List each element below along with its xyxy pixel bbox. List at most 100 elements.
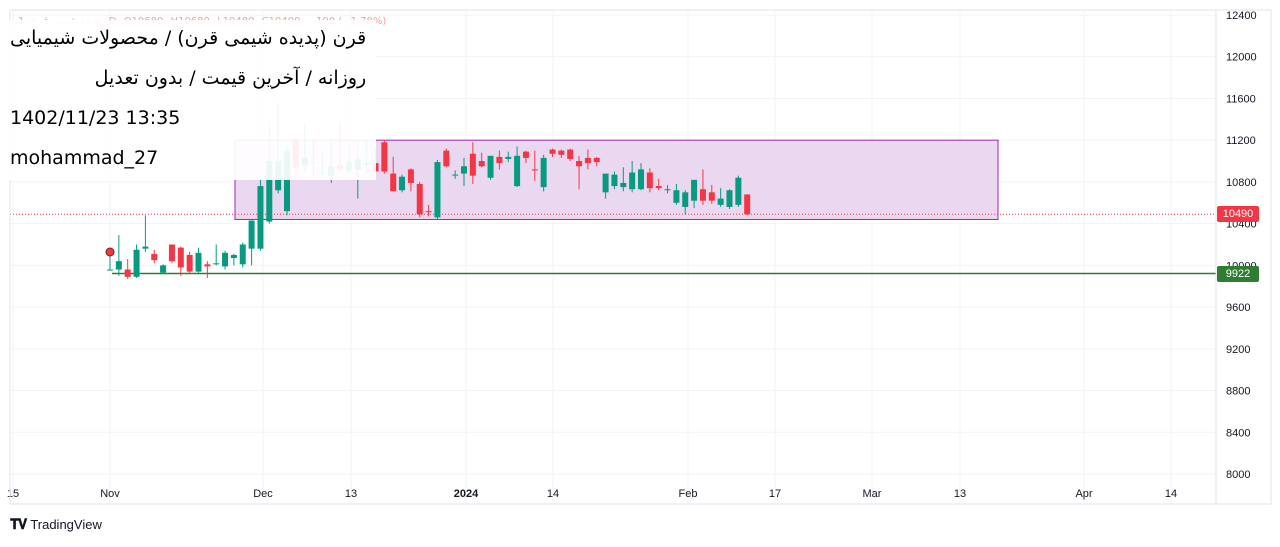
candle[interactable] [496,150,503,170]
candle[interactable] [177,246,184,276]
candle[interactable] [655,178,662,191]
candle-body [664,189,671,191]
candle[interactable] [434,160,441,220]
candle[interactable] [602,173,609,199]
candle[interactable] [735,175,742,207]
candle-body [744,194,751,215]
candle[interactable] [230,253,237,266]
candle[interactable] [151,249,158,264]
tradingview-brand[interactable]: 𝐓𝐕 TradingView [10,516,102,533]
info-author: mohammad_27 [10,147,159,169]
candle-body [204,264,211,267]
candle[interactable] [646,168,653,193]
candle[interactable] [452,170,459,179]
candle[interactable] [531,150,538,181]
candle-body [151,253,158,261]
candle-body [611,174,618,187]
y-tick-label: 11600 [1226,93,1256,105]
candle[interactable] [390,156,397,192]
candle[interactable] [213,244,220,266]
candle-body [186,254,193,272]
candle[interactable] [505,151,512,163]
candle-body [248,220,255,249]
candle[interactable] [699,169,706,205]
candle[interactable] [514,146,521,188]
candle-body [177,247,184,268]
x-tick-label: 14 [1165,488,1177,500]
candle[interactable] [576,155,583,190]
candle[interactable] [222,250,229,270]
candle-body [522,151,529,158]
candle[interactable] [726,189,733,210]
candle[interactable] [717,188,724,207]
candle[interactable] [673,183,680,205]
candle[interactable] [478,152,485,168]
x-axis[interactable]: 15 Nov Dec 13 2024 14 Feb 17 Mar 13 Apr 14 [7,488,1177,500]
y-axis[interactable]: 1240012000116001120010800104001000096009… [1226,10,1257,481]
candle-body [629,172,636,190]
brand-name: TradingView [30,517,102,532]
candle[interactable] [558,149,565,158]
info-overlay: قرن (پدیده شیمی قرن) / محصولات شیمیایی ر… [0,20,377,180]
candle[interactable] [248,220,255,266]
candle[interactable] [638,163,644,191]
candle-body [478,161,485,167]
candle-body [638,169,644,190]
candle-body [160,265,167,273]
candle-body [168,244,175,262]
candle-body [567,149,574,159]
candle[interactable] [133,244,140,278]
candle-body [726,190,733,207]
candle[interactable] [629,161,636,193]
candle[interactable] [664,185,671,194]
candle[interactable] [691,179,698,208]
candle[interactable] [195,247,202,273]
candle[interactable] [399,174,406,193]
x-tick-label: 14 [547,488,559,500]
candle-body [452,174,459,176]
candle-body [717,198,724,205]
x-tick-label: 2024 [454,488,479,500]
candle[interactable] [142,215,149,252]
candle-body [407,169,414,183]
candle[interactable] [407,168,414,192]
candle[interactable] [584,149,591,170]
candle[interactable] [124,259,131,279]
candle[interactable] [416,181,423,218]
candle[interactable] [708,185,715,204]
candle[interactable] [620,167,627,192]
candle[interactable] [107,254,113,271]
candle[interactable] [522,150,529,164]
y-tick-label: 9200 [1226,344,1250,356]
candle[interactable] [540,154,547,192]
candle[interactable] [443,148,450,168]
candle[interactable] [593,156,600,167]
candle[interactable] [115,235,122,276]
candle[interactable] [257,179,264,251]
candle-body [469,153,476,176]
candle[interactable] [549,148,556,157]
candle[interactable] [381,140,388,174]
candle[interactable] [160,264,167,274]
candle[interactable] [239,242,246,268]
x-tick-label: Mar [863,488,882,500]
candle-body [487,155,494,178]
candle[interactable] [204,261,211,278]
candle-body [239,244,246,265]
candle-body [576,161,583,167]
candle[interactable] [744,194,751,216]
candle[interactable] [611,171,618,190]
candle[interactable] [168,244,175,264]
candle[interactable] [186,251,193,274]
y-tick-label: 12400 [1226,10,1257,22]
candle[interactable] [461,157,467,187]
event-marker-icon[interactable] [105,247,115,257]
candle[interactable] [469,142,476,184]
candle[interactable] [567,148,574,162]
x-tick-label: Nov [100,488,120,500]
candle[interactable] [487,155,494,180]
candle-body [514,155,521,187]
candle[interactable] [682,190,689,215]
candle[interactable] [425,204,432,217]
